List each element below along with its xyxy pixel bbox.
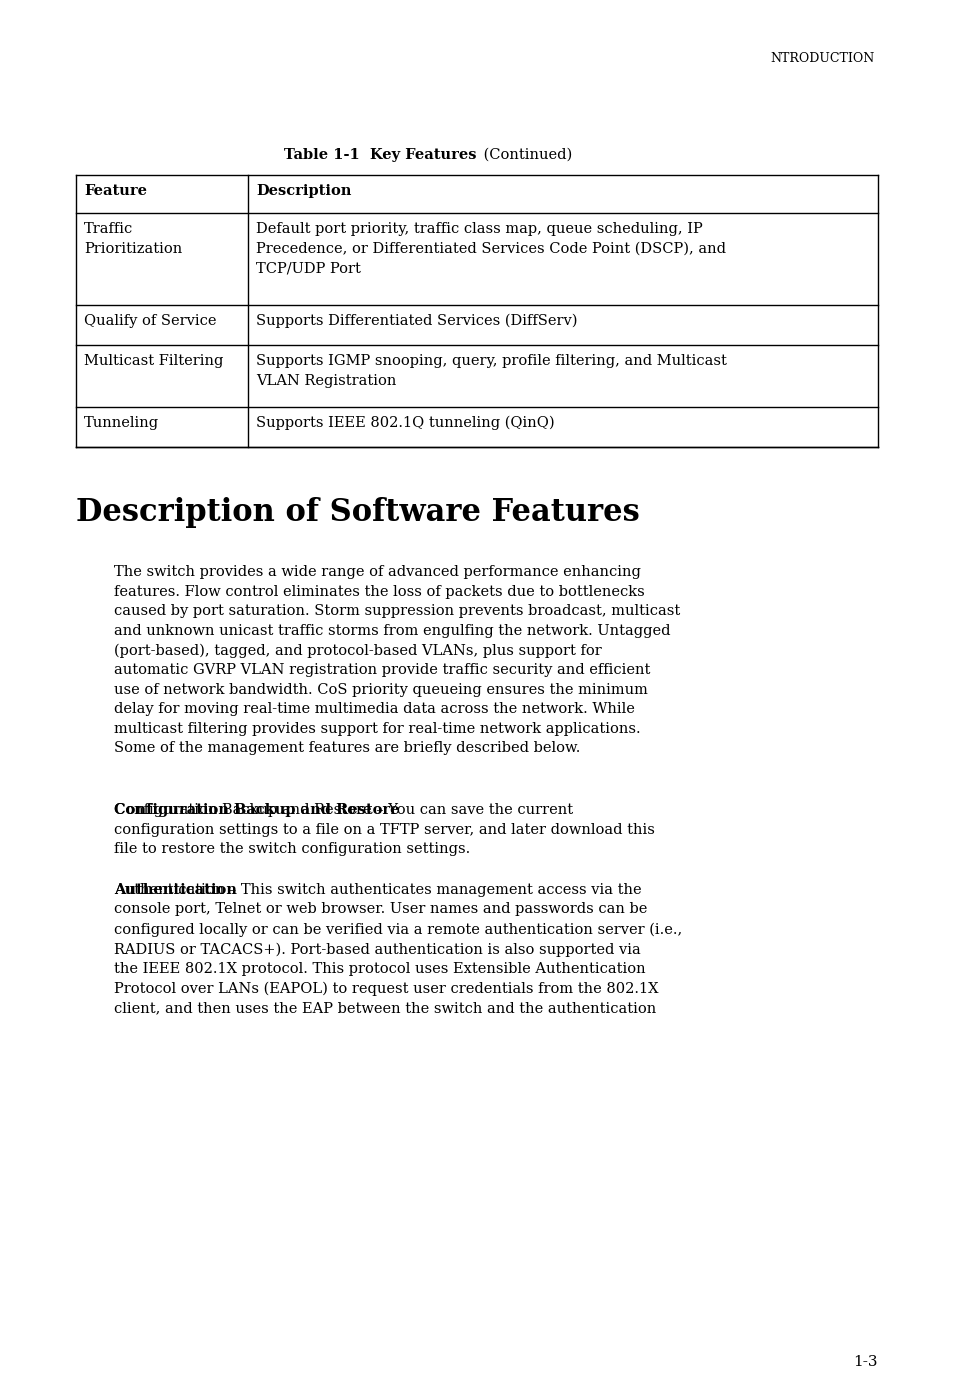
Text: Supports IGMP snooping, query, profile filtering, and Multicast
VLAN Registratio: Supports IGMP snooping, query, profile f…: [256, 354, 726, 387]
Text: (Continued): (Continued): [478, 149, 572, 162]
Text: Table 1-1  Key Features: Table 1-1 Key Features: [284, 149, 476, 162]
Text: Description: Description: [256, 185, 352, 198]
Text: Supports IEEE 802.1Q tunneling (QinQ): Supports IEEE 802.1Q tunneling (QinQ): [256, 416, 555, 430]
Text: Authentication: Authentication: [113, 883, 236, 897]
Text: Multicast Filtering: Multicast Filtering: [84, 354, 223, 368]
Text: 1-3: 1-3: [853, 1355, 877, 1369]
Text: Traffic
Prioritization: Traffic Prioritization: [84, 222, 182, 255]
Text: NTRODUCTION: NTRODUCTION: [770, 51, 874, 65]
Text: Feature: Feature: [84, 185, 147, 198]
Text: Default port priority, traffic class map, queue scheduling, IP
Precedence, or Di: Default port priority, traffic class map…: [256, 222, 725, 275]
Text: Tunneling: Tunneling: [84, 416, 159, 430]
Text: Qualify of Service: Qualify of Service: [84, 314, 216, 328]
Text: The switch provides a wide range of advanced performance enhancing
features. Flo: The switch provides a wide range of adva…: [113, 565, 679, 755]
Text: Configuration Backup and Restore – You can save the current
configuration settin: Configuration Backup and Restore – You c…: [113, 804, 654, 856]
Text: Description of Software Features: Description of Software Features: [76, 497, 639, 527]
Text: Authentication – This switch authenticates management access via the
console por: Authentication – This switch authenticat…: [113, 883, 681, 1016]
Text: Configuration Backup and Restore: Configuration Backup and Restore: [113, 804, 399, 818]
Text: Supports Differentiated Services (DiffServ): Supports Differentiated Services (DiffSe…: [256, 314, 578, 329]
